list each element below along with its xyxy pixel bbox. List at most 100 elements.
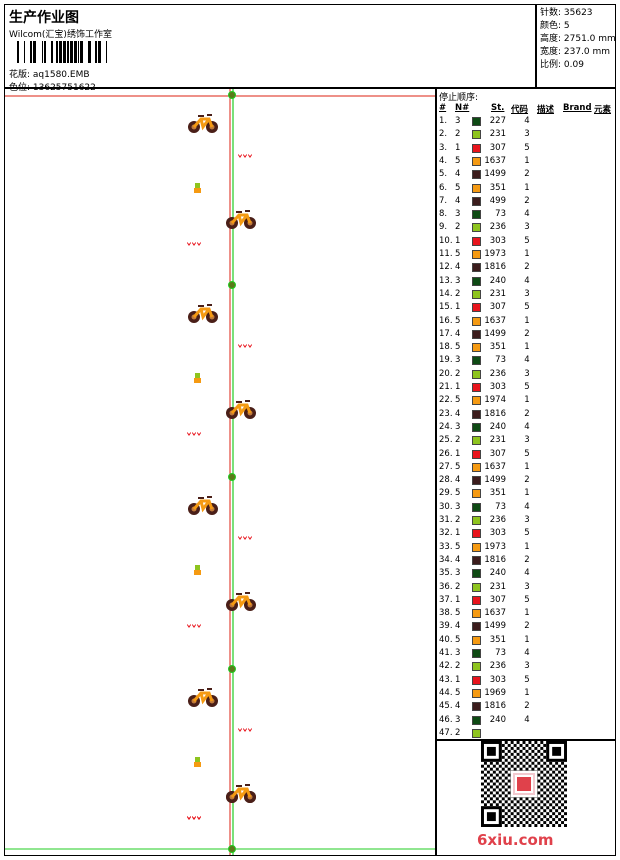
stop-row: 22. 5 1974 1 [437, 394, 615, 407]
stitch-count-cell: 499 [489, 195, 506, 206]
stitch-count-cell: 1816 [484, 701, 506, 712]
stop-index: 9. [439, 222, 448, 233]
potted-plant-motif [194, 373, 201, 383]
design-canvas [4, 88, 436, 856]
code-cell: 3 [524, 515, 530, 525]
needle-number: 2 [455, 581, 461, 592]
stitch-count-cell: 351 [489, 488, 506, 499]
stop-index: 10. [439, 235, 453, 246]
stop-row: 6. 5 351 1 [437, 182, 615, 195]
barcode-icon [17, 41, 107, 63]
stop-index: 18. [439, 342, 453, 353]
needle-number: 1 [455, 674, 461, 685]
stitch-count-cell: 73 [495, 355, 506, 366]
color-swatch [472, 569, 481, 579]
code-cell: 2 [524, 621, 530, 632]
needle-number: 2 [455, 368, 461, 379]
stop-index: 36. [439, 581, 453, 592]
bicycle-motif [188, 114, 218, 133]
stop-index: 4. [439, 155, 448, 166]
code-cell: 3 [524, 661, 530, 672]
stop-index: 13. [439, 275, 453, 286]
code-cell: 5 [524, 448, 530, 459]
color-swatch [472, 303, 481, 313]
stop-row: 26. 1 307 5 [437, 448, 615, 461]
stitch-count-cell: 240 [489, 421, 506, 432]
code-cell: 2 [524, 475, 530, 486]
code-cell: 3 [524, 288, 530, 299]
needle-number: 3 [455, 421, 461, 432]
code-cell: 2 [524, 701, 530, 712]
stop-index: 27. [439, 461, 453, 472]
company-name: Wilcom(汇宝)绣饰工作室 [9, 30, 112, 40]
stop-index: 15. [439, 302, 453, 313]
code-cell: 5 [524, 674, 530, 685]
needle-number: 5 [455, 182, 461, 193]
color-swatch [472, 688, 481, 698]
stop-row: 8. 3 73 4 [437, 208, 615, 221]
code-cell: 3 [524, 581, 530, 592]
stop-index: 45. [439, 701, 453, 712]
stop-row: 3. 1 307 5 [437, 142, 615, 155]
color-swatch [472, 156, 481, 166]
stop-row: 19. 3 73 4 [437, 354, 615, 367]
stitch-count-cell: 351 [489, 634, 506, 645]
color-swatch [472, 529, 481, 539]
needle-number: 5 [455, 461, 461, 472]
needle-number: 1 [455, 448, 461, 459]
color-count: 颜色: 5 [540, 21, 570, 31]
code-cell: 1 [524, 634, 530, 645]
code-cell: 1 [524, 182, 530, 193]
stitch-count-cell: 73 [495, 209, 506, 220]
stop-index: 6. [439, 182, 448, 193]
needle-number: 1 [455, 302, 461, 313]
color-swatch [472, 489, 481, 499]
stop-row: 1. 3 227 4 [437, 115, 615, 128]
stitch-count-cell: 240 [489, 568, 506, 579]
code-cell: 4 [524, 116, 530, 126]
needle-number: 4 [455, 169, 461, 180]
col-stitches-header: St. [491, 103, 505, 113]
stop-index: 44. [439, 687, 453, 698]
color-swatch [472, 555, 481, 565]
stop-index: 24. [439, 421, 453, 432]
col-desc-header: 描述 [537, 105, 555, 115]
color-swatch [472, 170, 481, 180]
needle-number: 2 [455, 727, 461, 738]
bicycle-motif [226, 784, 256, 803]
stitch-count-cell: 307 [489, 594, 506, 605]
code-cell: 5 [524, 594, 530, 605]
bicycle-motif [188, 304, 218, 323]
stop-row: 23. 4 1816 2 [437, 408, 615, 421]
code-cell: 5 [524, 302, 530, 313]
qr-code-icon [481, 741, 567, 827]
color-swatch [472, 436, 481, 446]
code-cell: 5 [524, 382, 530, 392]
stop-row: 4. 5 1637 1 [437, 155, 615, 168]
bicycle-motif [188, 496, 218, 515]
code-cell: 2 [524, 554, 530, 565]
stitch-count-cell: 1969 [484, 687, 506, 698]
needle-number: 3 [455, 209, 461, 220]
code-cell: 2 [524, 195, 530, 206]
stitch-count-cell: 307 [489, 142, 506, 153]
code-cell: 4 [524, 355, 530, 366]
hearts-motif [238, 154, 252, 158]
needle-number: 3 [455, 116, 461, 126]
stop-row: 25. 2 231 3 [437, 434, 615, 447]
color-swatch [472, 276, 481, 286]
stop-index: 22. [439, 395, 453, 406]
stop-index: 16. [439, 315, 453, 326]
stop-index: 17. [439, 328, 453, 339]
stitch-count-cell: 1816 [484, 408, 506, 419]
watermark-text: 6xiu.com [477, 831, 554, 849]
document-title: 生产作业图 [9, 10, 79, 26]
color-swatch [472, 715, 481, 725]
stitch-count-cell: 1816 [484, 262, 506, 273]
needle-number: 2 [455, 222, 461, 233]
stop-index: 8. [439, 209, 448, 220]
stop-row: 18. 5 351 1 [437, 341, 615, 354]
stop-row: 38. 5 1637 1 [437, 607, 615, 620]
bicycle-motif [226, 210, 256, 229]
col-index-header: # [439, 103, 447, 113]
